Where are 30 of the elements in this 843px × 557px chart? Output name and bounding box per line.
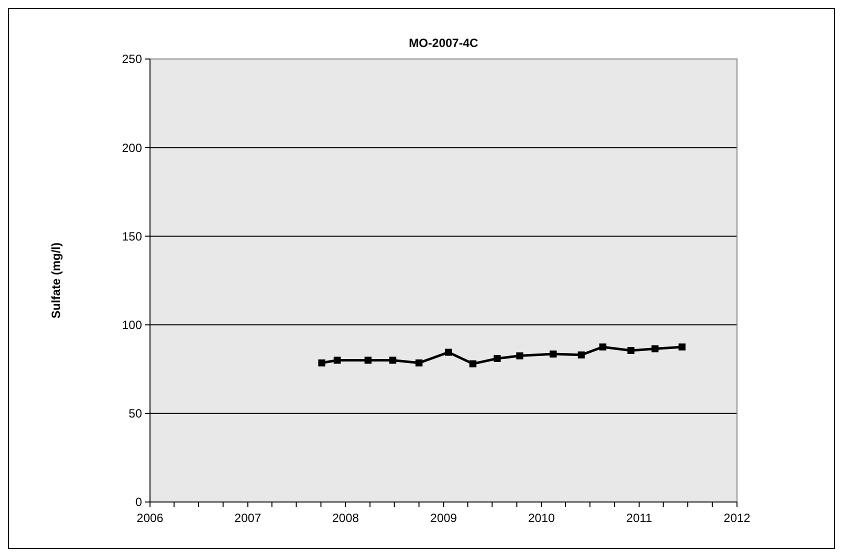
- x-tick-label: 2007: [234, 511, 262, 525]
- x-tick-label: 2011: [626, 511, 652, 525]
- x-tick-label: 2012: [724, 511, 751, 525]
- point: [599, 343, 606, 350]
- y-axis-title: Sulfate (mg/l): [49, 242, 63, 319]
- point: [444, 348, 452, 356]
- x-tick-label: 2009: [430, 511, 458, 525]
- point: [652, 345, 659, 352]
- y-tick-label: 0: [135, 495, 142, 510]
- point: [415, 359, 422, 366]
- point: [318, 359, 326, 366]
- x-tick-label: 2010: [528, 511, 556, 525]
- point: [364, 356, 372, 364]
- y-tick-label: 250: [122, 52, 142, 66]
- point: [678, 343, 686, 350]
- point: [627, 346, 634, 354]
- y-tick-label: 100: [122, 318, 142, 332]
- y-tick-label: 150: [122, 229, 142, 244]
- point: [469, 360, 476, 368]
- x-tick-label: 2008: [332, 511, 360, 525]
- y-tick-label: 200: [122, 140, 142, 155]
- point: [578, 351, 585, 358]
- point: [516, 352, 524, 360]
- point: [550, 350, 557, 358]
- point: [494, 354, 501, 362]
- point: [389, 356, 396, 364]
- x-tick-label: 2006: [136, 511, 164, 525]
- point: [334, 356, 341, 364]
- chart-title: MO-2007-4C: [408, 36, 479, 50]
- y-tick-label: 50: [128, 406, 142, 421]
